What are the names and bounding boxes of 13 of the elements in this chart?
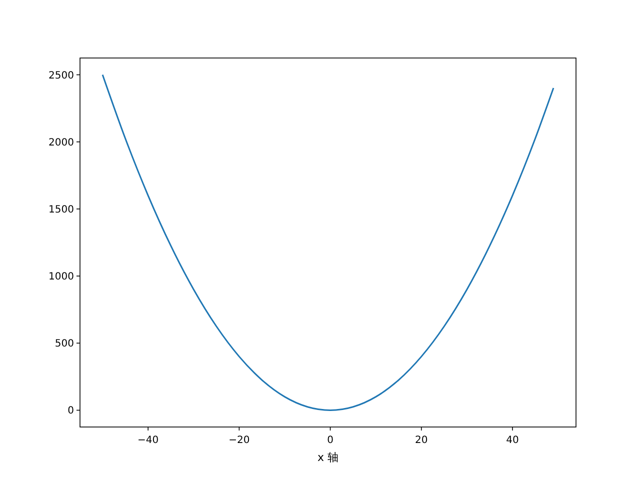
x-axis-title: x 轴 — [317, 451, 339, 464]
y-tick-label: 1000 — [48, 272, 74, 283]
y-tick-label: 2500 — [48, 70, 74, 82]
x-tick-label: 20 — [415, 435, 428, 446]
x-tick-label: −20 — [228, 435, 250, 446]
y-tick-label: 1500 — [48, 204, 74, 216]
x-tick-label: 0 — [327, 435, 334, 446]
line-series — [102, 74, 554, 411]
y-tick-label: 2000 — [48, 137, 74, 148]
y-tick-label: 500 — [54, 338, 74, 350]
y-tick-label: 0 — [68, 406, 74, 417]
x-tick-label: 40 — [506, 435, 519, 446]
x-tick-label: −40 — [138, 435, 159, 446]
